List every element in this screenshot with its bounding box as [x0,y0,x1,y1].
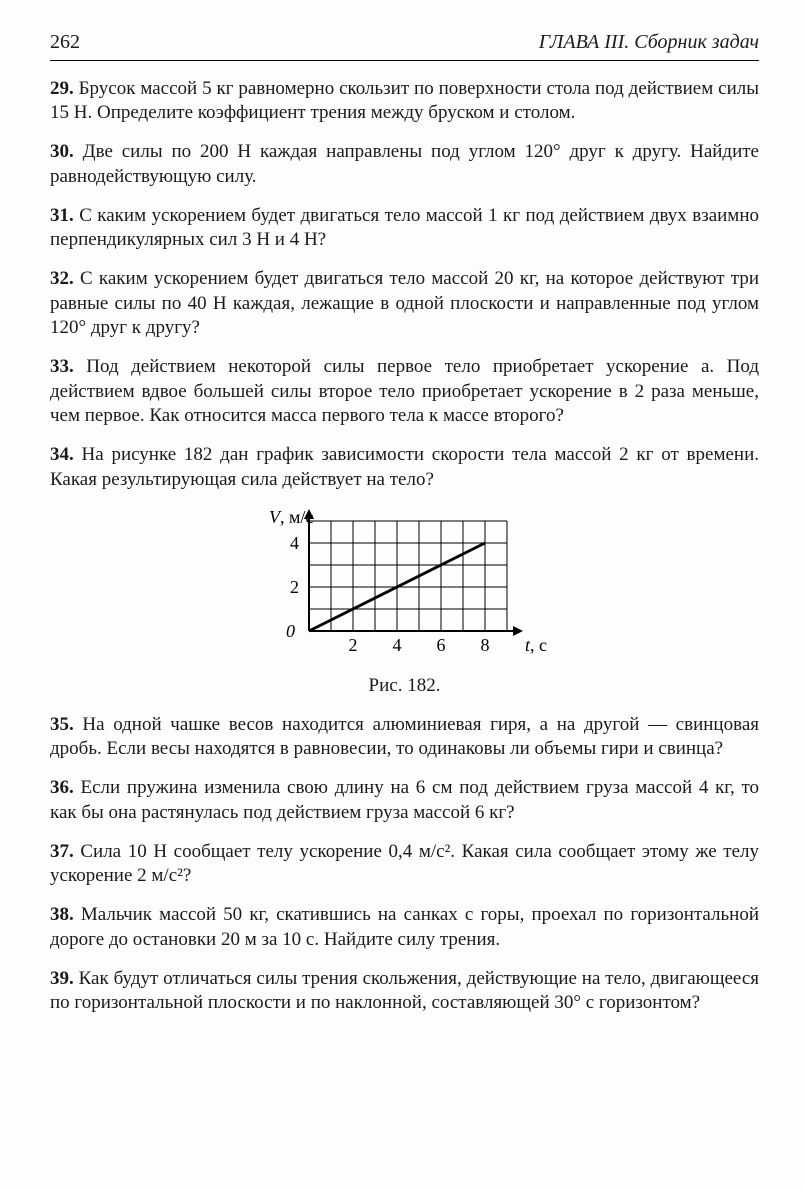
svg-text:2: 2 [290,577,299,597]
problem: 33. Под действием некоторой силы первое … [50,355,759,428]
problem: 36. Если пружина изменила свою длину на … [50,776,759,825]
problem-text: С каким ускорением будет двигаться тело … [50,268,759,338]
chapter-title: ГЛАВА III. Сборник задач [539,30,759,56]
svg-text:4: 4 [290,533,299,553]
problem-number: 37. [50,841,74,862]
problem-number: 29. [50,78,74,99]
problem: 38. Мальчик массой 50 кг, скатившись на … [50,903,759,952]
problem-number: 30. [50,141,74,162]
problem-number: 31. [50,205,74,226]
problem: 37. Сила 10 Н сообщает телу ускорение 0,… [50,840,759,889]
svg-text:6: 6 [436,635,445,655]
problem-number: 36. [50,777,74,798]
page-number: 262 [50,30,80,56]
problem: 30. Две силы по 200 Н каждая направлены … [50,140,759,189]
problem-number: 39. [50,968,74,989]
problem-number: 38. [50,904,74,925]
problem: 31. С каким ускорением будет двигаться т… [50,204,759,253]
problem-number: 35. [50,714,74,735]
problem-number: 34. [50,444,74,465]
problem: 34. На рисунке 182 дан график зависимост… [50,443,759,492]
svg-text:0: 0 [286,621,295,641]
figure-caption: Рис. 182. [50,674,759,698]
problem-text: С каким ускорением будет двигаться тело … [50,205,759,250]
problem-text: На рисунке 182 дан график зависимости ск… [50,444,759,489]
problem-text: Мальчик массой 50 кг, скатившись на санк… [50,904,759,949]
problem-text: Если пружина изменила свою длину на 6 см… [50,777,759,822]
figure-182: 0 2 4 6 8 2 4 V, м/с t, с Рис. 182. [50,507,759,699]
problem-text: Под действием некоторой силы первое тело… [50,356,759,426]
problem-number: 32. [50,268,74,289]
problem-text: Сила 10 Н сообщает телу ускорение 0,4 м/… [50,841,759,886]
problem: 35. На одной чашке весов находится алюми… [50,713,759,762]
svg-text:8: 8 [480,635,489,655]
problem-number: 33. [50,356,74,377]
problem-text: Две силы по 200 Н каждая направлены под … [50,141,759,186]
problem: 29. Брусок массой 5 кг равномерно скольз… [50,77,759,126]
chart-svg: 0 2 4 6 8 2 4 V, м/с t, с [251,507,559,661]
problem-text: Как будут отличаться силы трения скольже… [50,968,759,1013]
svg-text:V, м/с: V, м/с [269,507,313,527]
problem-text: Брусок массой 5 кг равномерно скользит п… [50,78,759,123]
problems-block-bottom: 35. На одной чашке весов находится алюми… [50,713,759,1016]
problem: 32. С каким ускорением будет двигаться т… [50,267,759,340]
svg-text:2: 2 [348,635,357,655]
problem: 39. Как будут отличаться силы трения ско… [50,967,759,1016]
problem-text: На одной чашке весов находится алюминиев… [50,714,759,759]
svg-text:t, с: t, с [525,635,547,655]
svg-text:4: 4 [392,635,401,655]
page-header: 262 ГЛАВА III. Сборник задач [50,30,759,61]
problems-block-top: 29. Брусок массой 5 кг равномерно скольз… [50,77,759,492]
